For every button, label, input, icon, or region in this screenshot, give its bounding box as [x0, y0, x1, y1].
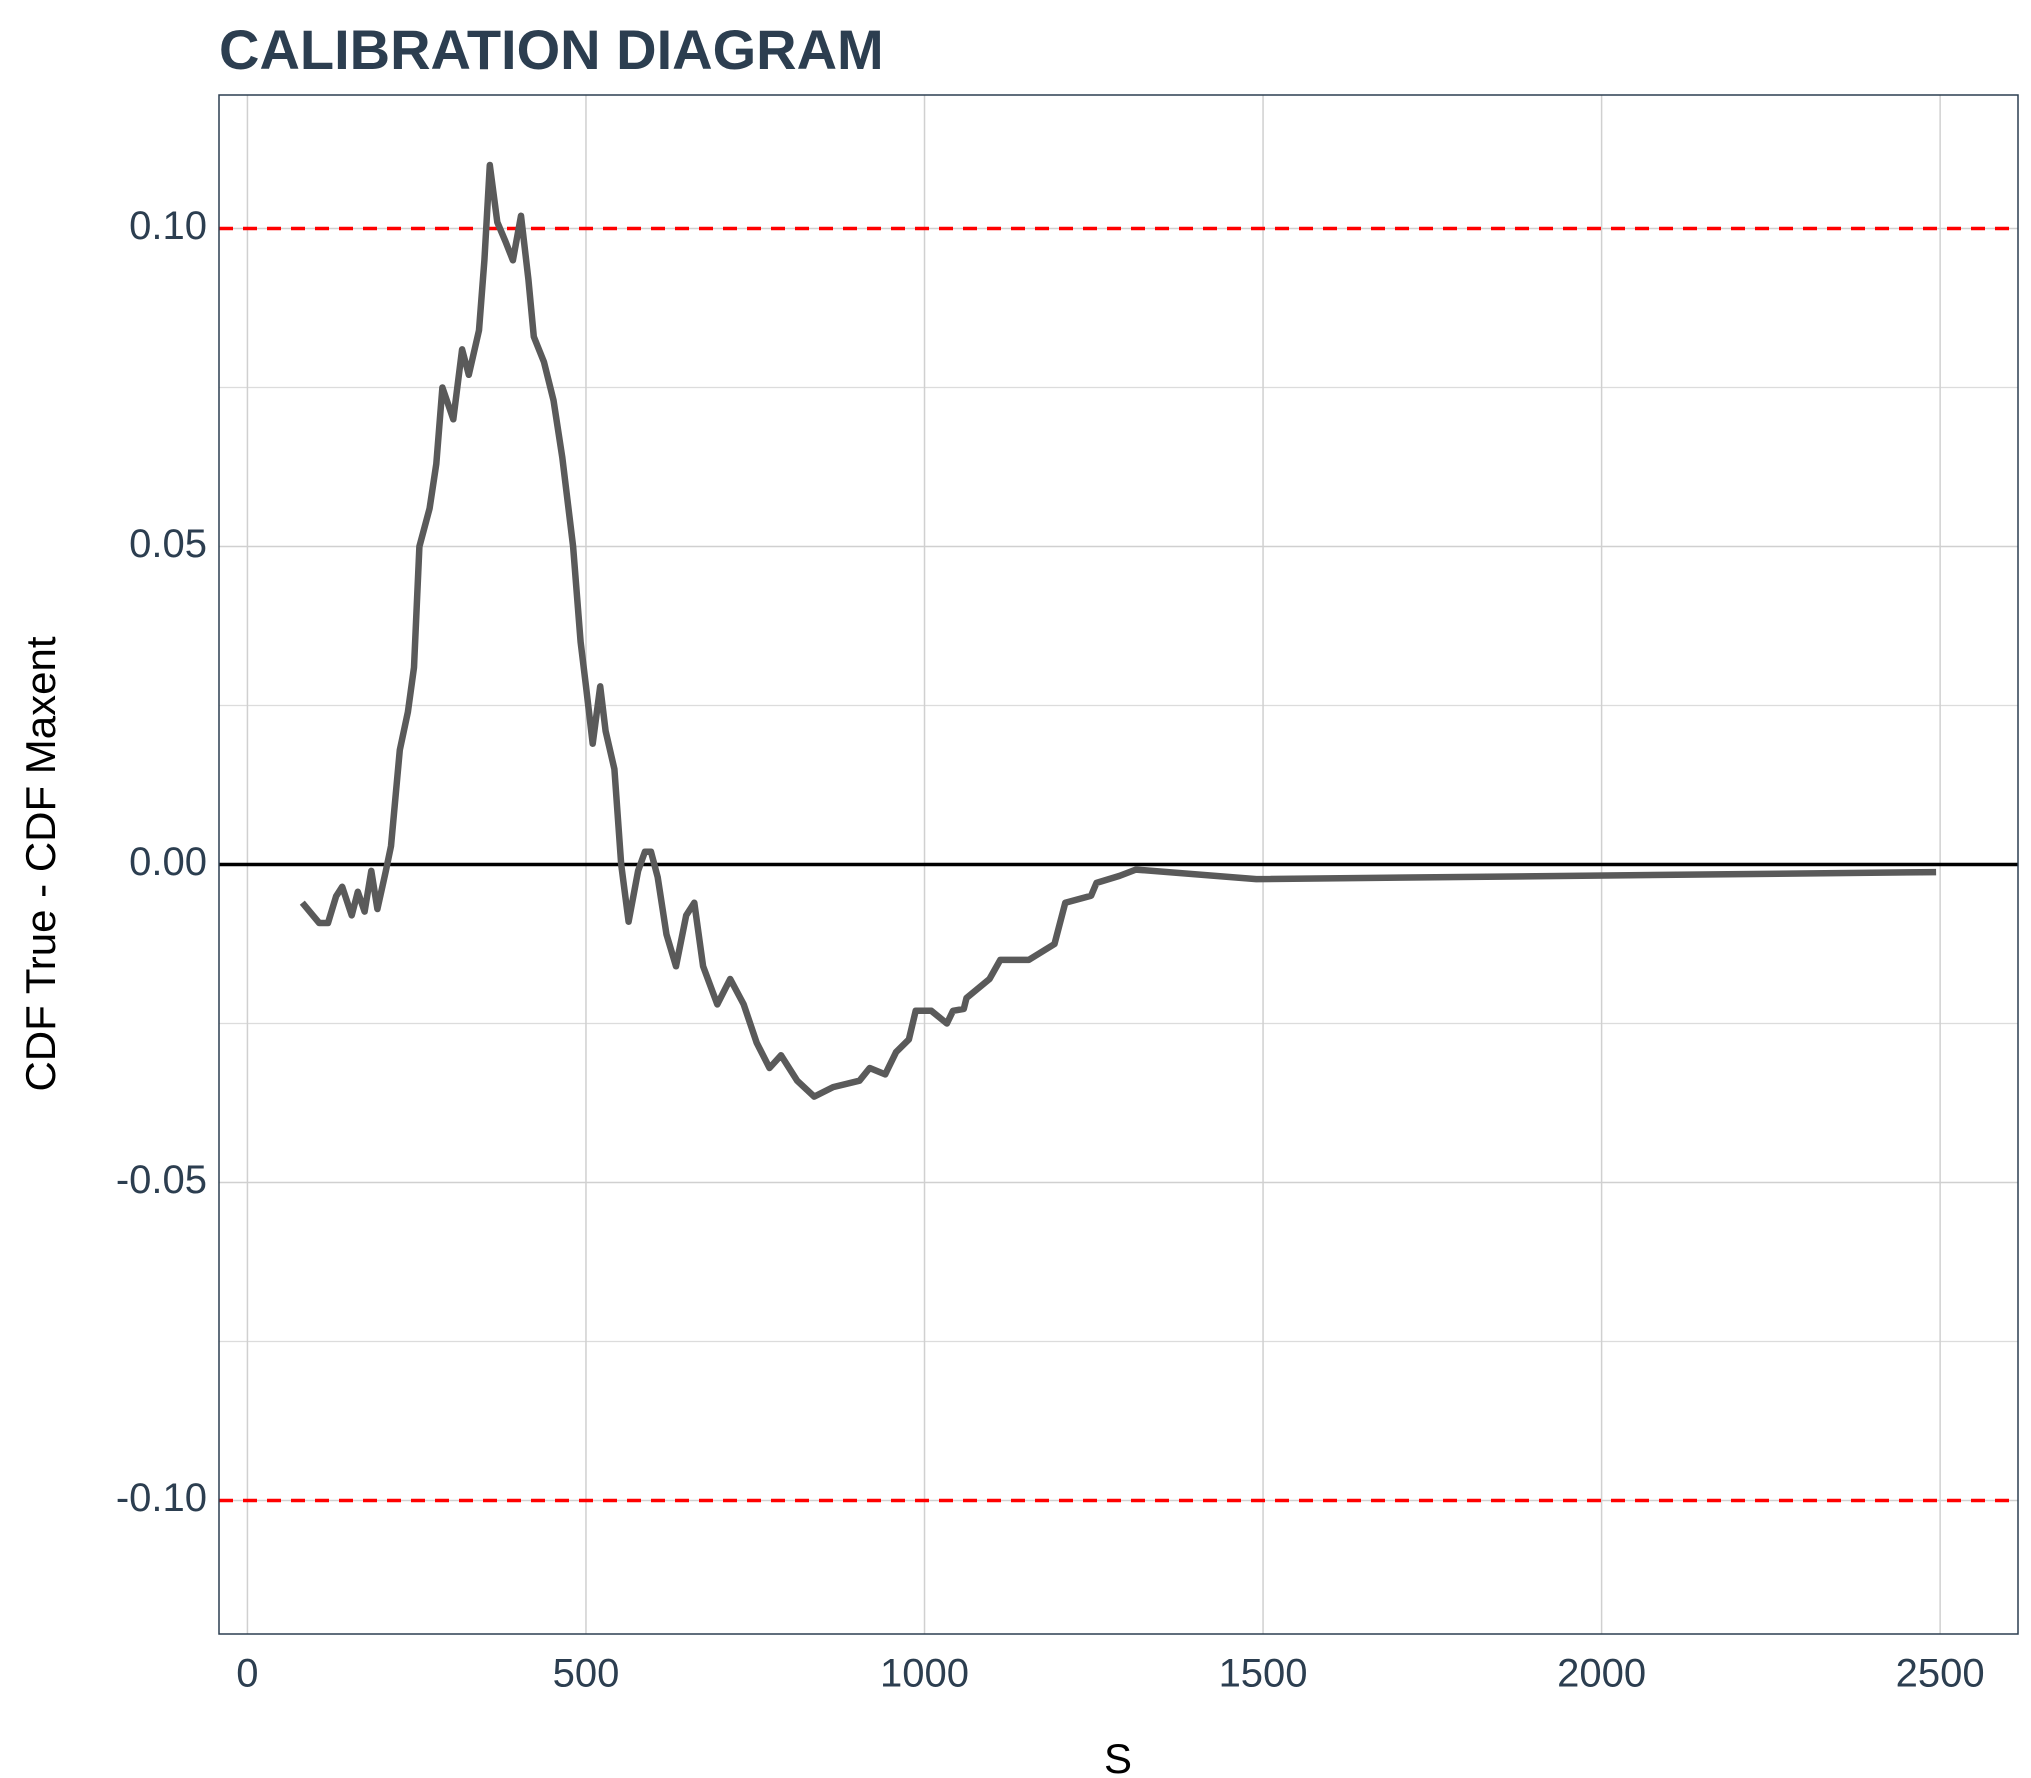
x-axis-title: S	[1104, 1735, 1132, 1778]
chart-title: CALIBRATION DIAGRAM	[219, 18, 884, 81]
y-tick-label: 0.05	[129, 522, 207, 566]
data-line	[299, 161, 1937, 1100]
y-tick-label: -0.05	[116, 1158, 207, 1202]
x-tick-label: 2000	[1557, 1652, 1646, 1696]
x-tick-label: 2500	[1896, 1652, 1985, 1696]
y-tick-label: -0.10	[116, 1476, 207, 1520]
x-tick-label: 1000	[880, 1652, 969, 1696]
x-tick-label: 0	[236, 1652, 258, 1696]
plot-border	[218, 94, 2019, 1635]
y-tick-label: 0.00	[129, 840, 207, 884]
y-axis-title: CDF True - CDF Maxent	[17, 636, 64, 1091]
x-tick-label: 500	[553, 1652, 620, 1696]
x-tick-label: 1500	[1219, 1652, 1308, 1696]
y-tick-label: 0.10	[129, 204, 207, 248]
